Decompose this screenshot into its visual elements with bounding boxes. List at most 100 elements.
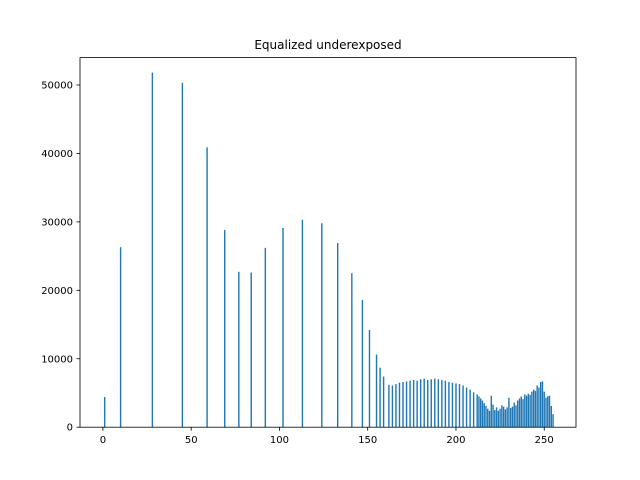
histogram-bar: [547, 396, 549, 428]
histogram-bar: [494, 410, 496, 428]
histogram-bar: [478, 396, 480, 428]
histogram-bar: [481, 400, 484, 428]
histogram-bar: [543, 391, 545, 428]
histogram-bar: [515, 405, 517, 428]
histogram-bar: [550, 405, 552, 428]
histogram-bar: [462, 385, 464, 428]
y-axis: 0 10000 20000 30000 40000 50000: [41, 80, 80, 434]
y-tick-label: 30000: [41, 217, 73, 228]
histogram-bar: [405, 381, 408, 428]
histogram-bar: [522, 399, 524, 428]
histogram-bar: [434, 378, 436, 428]
histogram-bar: [501, 405, 503, 428]
histogram-bar: [398, 382, 401, 428]
histogram-bar: [509, 408, 512, 428]
histogram-bar: [485, 405, 487, 428]
histogram-bar: [264, 247, 267, 428]
histogram-bar: [368, 330, 371, 428]
x-tick-label: 0: [100, 435, 106, 446]
histogram-bar: [520, 396, 522, 428]
histogram-bar: [506, 407, 508, 428]
histogram-bar: [531, 391, 533, 428]
histogram-bar: [301, 219, 304, 428]
histogram-bar: [513, 402, 515, 428]
histogram-bar: [444, 380, 447, 428]
histogram-bar: [412, 379, 415, 428]
histogram-bar: [465, 387, 468, 428]
x-tick-label: 250: [535, 435, 554, 446]
histogram-bar: [552, 414, 554, 428]
histogram-bar: [479, 398, 482, 428]
histogram-bar: [388, 384, 390, 428]
histogram-bar: [379, 367, 381, 428]
histogram-bar: [529, 395, 531, 428]
bars-group: [104, 72, 554, 428]
histogram-bar: [539, 382, 542, 428]
histogram-bar: [206, 147, 208, 428]
histogram-bar: [395, 384, 397, 428]
histogram-bar: [472, 392, 475, 428]
histogram-bar: [483, 403, 485, 428]
histogram-bar: [430, 379, 432, 428]
y-tick-label: 40000: [41, 149, 73, 160]
histogram-bar: [469, 389, 471, 428]
histogram-bar: [151, 72, 154, 428]
histogram-bar: [391, 385, 394, 428]
histogram-bar: [518, 398, 521, 428]
y-tick-label: 0: [67, 423, 73, 434]
histogram-bar: [517, 400, 519, 428]
histogram-bar: [495, 407, 498, 428]
histogram-bar: [504, 409, 507, 428]
histogram-bar: [541, 381, 544, 428]
histogram-bar: [490, 395, 492, 428]
histogram-bar: [525, 395, 528, 428]
histogram-bar: [351, 273, 353, 428]
histogram-bar: [238, 271, 240, 428]
plot-frame: [79, 57, 577, 428]
histogram-bar: [451, 382, 454, 428]
histogram-bar: [511, 406, 514, 428]
histogram-bar: [282, 228, 284, 428]
histogram-bar: [497, 410, 500, 428]
histogram-bar: [104, 397, 106, 428]
x-axis: 0 50 100 150 200 250: [100, 427, 554, 446]
x-tick-label: 200: [446, 435, 465, 446]
histogram-bar: [492, 404, 494, 428]
histogram-bar: [524, 394, 526, 428]
histogram-bar: [455, 383, 457, 428]
histogram-bar: [181, 82, 184, 428]
histogram-bar: [487, 408, 489, 428]
histogram-bar: [538, 387, 540, 428]
histogram-bar: [361, 299, 364, 428]
histogram-bar: [536, 385, 538, 428]
histogram-bar: [423, 378, 425, 428]
histogram-bar: [448, 382, 450, 428]
histogram-bar: [382, 376, 385, 428]
y-tick-label: 10000: [41, 354, 73, 365]
histogram-bar: [119, 247, 122, 428]
histogram-bar: [437, 379, 440, 428]
histogram-bar: [548, 395, 551, 428]
histogram-bar: [441, 379, 443, 428]
histogram-bar: [534, 390, 537, 428]
histogram-bar: [416, 380, 418, 428]
histogram-bar: [321, 223, 323, 428]
x-tick-label: 150: [358, 435, 377, 446]
histogram-bar: [527, 393, 530, 428]
histogram-bar: [545, 397, 547, 428]
histogram-bar: [458, 384, 461, 428]
x-tick-label: 50: [185, 435, 198, 446]
x-tick-label: 100: [270, 435, 289, 446]
histogram-bar: [488, 410, 491, 428]
histogram-bar: [337, 243, 339, 428]
histogram-bar: [532, 389, 535, 428]
histogram-bar: [402, 382, 404, 428]
histogram-bar: [419, 379, 422, 428]
histogram-bar: [375, 354, 378, 428]
histogram-bar: [427, 379, 429, 428]
histogram-bar: [476, 394, 478, 428]
histogram-bar: [409, 380, 411, 428]
histogram-bar: [508, 397, 510, 428]
histogram-bar: [224, 230, 226, 428]
